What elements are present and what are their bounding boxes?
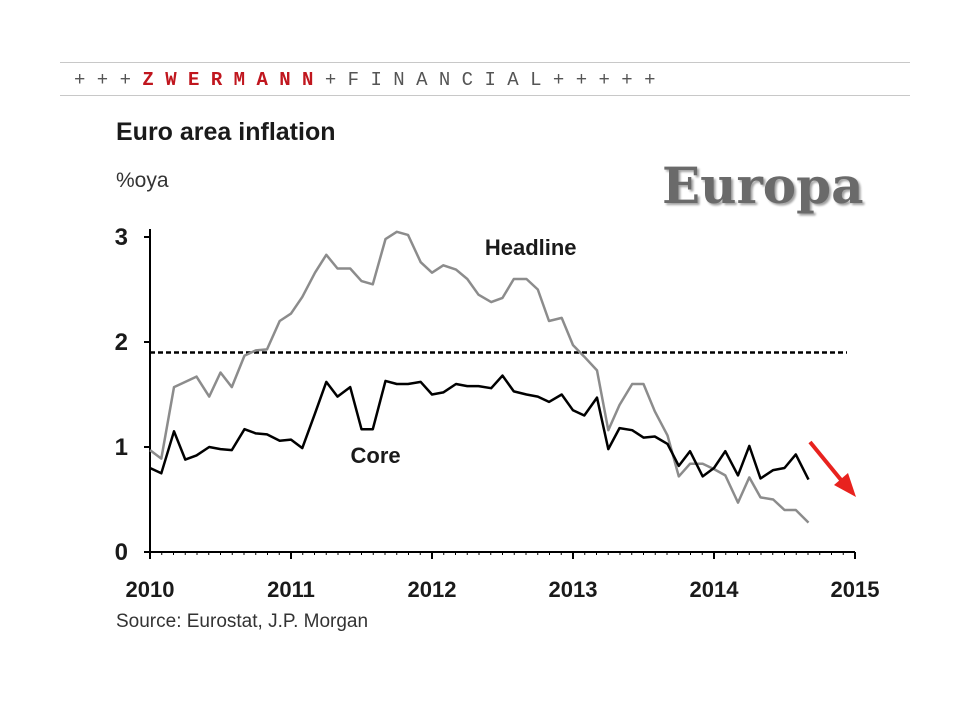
y-tick-label: 0	[115, 539, 128, 566]
down-arrow-icon	[808, 440, 856, 497]
chart-source: Source: Eurostat, J.P. Morgan	[116, 611, 368, 632]
x-tick-label: 2015	[831, 577, 880, 602]
banner-prefix: + + +	[74, 69, 143, 91]
banner-suffix: + F I N A N C I A L + + + + +	[313, 69, 656, 91]
series-line-core	[149, 374, 810, 481]
x-tick-label: 2011	[267, 577, 315, 602]
y-tick-label: 1	[115, 434, 128, 461]
annotation-headline: Headline	[485, 235, 577, 260]
europa-overlay-label: Europa	[662, 156, 864, 215]
chart-subtitle: %oya	[116, 169, 169, 192]
y-tick-label: 2	[115, 329, 128, 356]
series-line-headline	[149, 230, 810, 524]
series-annotations: Headline Core	[351, 235, 577, 468]
x-tick-label: 2012	[408, 577, 457, 602]
banner-brand: Z W E R M A N N	[142, 69, 314, 91]
x-tick-label: 2010	[126, 577, 175, 602]
y-tick-label: 3	[115, 224, 128, 251]
header-banner: + + + Z W E R M A N N + F I N A N C I A …	[60, 62, 910, 96]
annotation-core: Core	[351, 443, 401, 468]
x-tick-label: 2013	[549, 577, 598, 602]
axes: 0 1 2 3 2010 2011 2012 2013 2014 2015	[115, 224, 880, 602]
chart-title: Euro area inflation	[116, 118, 335, 146]
x-tick-label: 2014	[690, 577, 740, 602]
series-lines	[149, 230, 847, 524]
